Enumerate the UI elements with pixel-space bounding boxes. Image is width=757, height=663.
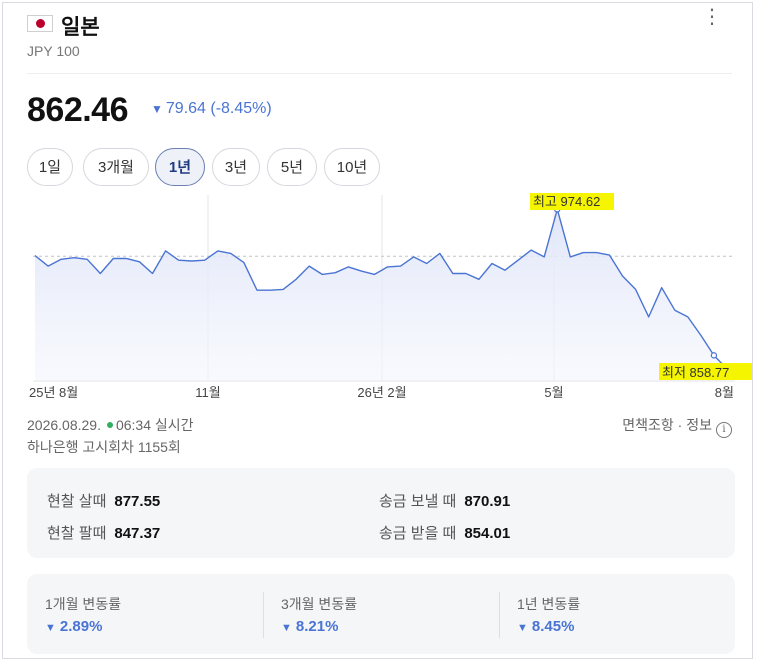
tab-3m[interactable]: 3개월 bbox=[83, 148, 149, 186]
down-arrow-icon: ▼ bbox=[45, 622, 56, 634]
rates-panel: 현찰 살때 877.55 현찰 팔때 847.37 송금 보낼 때 870.91 송금… bbox=[27, 468, 735, 558]
price-change: ▼ 79.64 (-8.45%) bbox=[151, 100, 272, 118]
info-icon: i bbox=[716, 422, 732, 438]
price-chart[interactable]: 최고 974.62 최저 858.77 25년 8월 11월 26년 2월 5월… bbox=[3, 191, 754, 401]
volatility-1m: 1개월 변동률 ▼ 2.89% bbox=[45, 574, 255, 654]
remit-receive-label: 송금 받을 때 bbox=[379, 525, 457, 542]
volatility-value: ▼ 2.89% bbox=[45, 618, 102, 635]
tab-3y[interactable]: 3년 bbox=[212, 148, 260, 186]
volatility-label: 3개월 변동률 bbox=[281, 596, 358, 612]
down-arrow-icon: ▼ bbox=[281, 622, 292, 634]
tab-1d[interactable]: 1일 bbox=[27, 148, 73, 186]
low-point-marker bbox=[710, 352, 718, 359]
column-divider bbox=[499, 592, 500, 638]
cash-sell-value: 847.37 bbox=[114, 525, 161, 542]
x-tick-label: 26년 2월 bbox=[357, 385, 406, 400]
volatility-value: ▼ 8.45% bbox=[517, 618, 574, 635]
timestamp-date: 2026.08.29. bbox=[27, 417, 101, 433]
timestamp: 2026.08.29. 06:34 실시간 bbox=[27, 415, 194, 435]
down-arrow-icon: ▼ bbox=[151, 102, 163, 116]
cash-sell-label: 현찰 팔때 bbox=[47, 525, 107, 542]
remit-send-value: 870.91 bbox=[464, 493, 511, 510]
x-tick-label: 5월 bbox=[544, 385, 563, 400]
down-arrow-icon: ▼ bbox=[517, 622, 528, 634]
volatility-number: 8.21% bbox=[295, 618, 339, 635]
bank-notice: 하나은행 고시회차 1155회 bbox=[27, 439, 181, 455]
volatility-3m: 3개월 변동률 ▼ 8.21% bbox=[281, 574, 491, 654]
cash-buy-rate: 현찰 살때 877.55 bbox=[47, 490, 160, 511]
high-label-bg bbox=[530, 193, 614, 210]
currency-code: JPY 100 bbox=[27, 43, 80, 59]
more-vertical-icon[interactable]: ⋮ bbox=[702, 6, 722, 28]
volatility-label: 1년 변동률 bbox=[517, 596, 581, 612]
header-divider bbox=[27, 73, 732, 74]
volatility-number: 2.89% bbox=[59, 618, 103, 635]
high-label: 최고 974.62 bbox=[533, 194, 600, 209]
remit-send-label: 송금 보낼 때 bbox=[379, 493, 457, 510]
card-header: 일본 JPY 100 ⋮ bbox=[27, 7, 732, 71]
column-divider bbox=[263, 592, 264, 638]
volatility-label: 1개월 변동률 bbox=[45, 596, 122, 612]
current-price: 862.46 bbox=[27, 91, 129, 129]
x-tick-label: 25년 8월 bbox=[29, 385, 78, 400]
tab-1y[interactable]: 1년 bbox=[155, 148, 205, 186]
remit-receive-value: 854.01 bbox=[464, 525, 511, 542]
price-line bbox=[34, 208, 728, 370]
realtime-dot-icon bbox=[106, 422, 113, 429]
japan-flag-icon bbox=[27, 15, 53, 32]
timestamp-time: 06:34 실시간 bbox=[115, 417, 194, 433]
x-tick-label: 8월 bbox=[715, 385, 734, 400]
price-area bbox=[35, 209, 727, 381]
cash-sell-rate: 현찰 팔때 847.37 bbox=[47, 522, 160, 543]
tab-5y[interactable]: 5년 bbox=[267, 148, 317, 186]
x-tick-label: 11월 bbox=[195, 385, 220, 400]
volatility-panel: 1개월 변동률 ▼ 2.89% 3개월 변동률 ▼ 8.21% 1년 변동률 ▼ 8.… bbox=[27, 574, 735, 654]
tab-10y[interactable]: 10년 bbox=[324, 148, 380, 186]
low-label: 최저 858.77 bbox=[662, 365, 729, 380]
disclaimer-text: 면책조항 · 정보 bbox=[622, 417, 712, 433]
volatility-1y: 1년 변동률 ▼ 8.45% bbox=[517, 574, 727, 654]
currency-title: 일본 bbox=[61, 16, 100, 39]
volatility-number: 8.45% bbox=[531, 618, 575, 635]
cash-buy-value: 877.55 bbox=[114, 493, 161, 510]
low-label-bg bbox=[659, 363, 752, 380]
disclaimer-link[interactable]: 면책조항 · 정보 i bbox=[622, 415, 732, 438]
remit-send-rate: 송금 보낼 때 870.91 bbox=[379, 490, 510, 511]
price-change-value: 79.64 (-8.45%) bbox=[165, 100, 272, 117]
remit-receive-rate: 송금 받을 때 854.01 bbox=[379, 522, 510, 543]
volatility-value: ▼ 8.21% bbox=[281, 618, 338, 635]
cash-buy-label: 현찰 살때 bbox=[47, 493, 107, 510]
